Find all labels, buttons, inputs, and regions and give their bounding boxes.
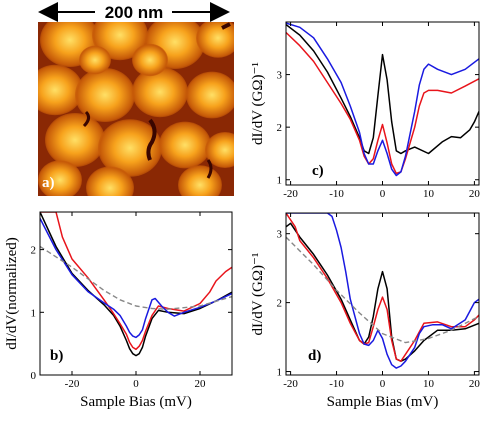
panel-d-xlabel: Sample Bias (mV): [327, 394, 439, 410]
panel-d-chart: -20 -10 0 10 20 1 2 3 d) dI/dV (GΩ)⁻¹ Sample Bias …: [250, 212, 481, 410]
panel-b-series-black: [40, 212, 232, 357]
panel-c-ylabel: dI/dV (GΩ)⁻¹: [250, 62, 266, 145]
panel-b-ylabel: dI/dV(normalized): [4, 237, 20, 349]
panel-c-series-blue: [286, 22, 479, 177]
scale-bar: 200 nm: [38, 2, 230, 22]
panel-d-label: d): [308, 348, 321, 364]
panel-c-series-black: [286, 24, 479, 155]
panel-b-series-blue: [40, 217, 232, 339]
panel-b-xtick-label: 0: [133, 378, 139, 390]
panel-c-ytick-label: 3: [277, 70, 283, 82]
panel-b-xtick-label: -20: [65, 378, 80, 390]
panel-c-xtick-label: 10: [423, 188, 435, 200]
panel-b-chart: -20 0 20 0 1 2 b) dI/dV(normalized) Sample Bias …: [4, 211, 233, 410]
panel-c-ytick-label: 1: [277, 175, 283, 187]
panel-c-xtick-label: -20: [283, 188, 298, 200]
panel-a-label: a): [42, 175, 55, 191]
panel-b-series-red: [40, 212, 232, 351]
panel-c-chart: -20 -10 0 10 20 1 2 3 c) dI/dV (GΩ)⁻¹: [250, 21, 481, 200]
panel-c-xtick-label: 0: [380, 188, 386, 200]
panel-d-ylabel: dI/dV (GΩ)⁻¹: [250, 253, 266, 336]
panel-c-xtick-label: -10: [329, 188, 344, 200]
panel-d-xtick-label: -10: [329, 378, 344, 390]
scale-bar-label: 200 nm: [105, 3, 164, 22]
panel-d-series-blue: [286, 213, 479, 369]
panel-d-xtick-label: 20: [469, 378, 481, 390]
panel-b-ytick-label: 2: [31, 245, 37, 257]
panel-b-xlabel: Sample Bias (mV): [80, 394, 192, 410]
panel-c-label: c): [312, 163, 324, 179]
panel-d-ytick-label: 1: [277, 367, 283, 379]
panel-d-ytick-label: 2: [277, 298, 283, 310]
panel-c-ytick-label: 2: [277, 122, 283, 134]
panel-b-ytick-label: 1: [31, 307, 37, 319]
panel-d-xtick-label: 10: [423, 378, 435, 390]
panel-d-series-black: [286, 222, 479, 362]
panel-d-series-red: [286, 213, 479, 362]
panel-c-series-red: [286, 31, 479, 175]
panel-d-ytick-label: 3: [277, 229, 283, 241]
panel-d-series-dashed-dashed: [286, 236, 479, 344]
panel-b-series-dashed-dashed: [40, 245, 232, 310]
panel-b-xtick-label: 20: [195, 378, 207, 390]
panel-b-ytick-label: 0: [31, 370, 37, 382]
panel-d-xtick-label: 0: [380, 378, 386, 390]
panel-a-topography-image: a): [38, 22, 234, 196]
panel-c-frame: [285, 21, 480, 186]
panel-b-label: b): [50, 348, 63, 364]
panel-b-frame: [39, 211, 233, 376]
panel-c-xtick-label: 20: [469, 188, 481, 200]
panel-d-xtick-label: -20: [283, 378, 298, 390]
